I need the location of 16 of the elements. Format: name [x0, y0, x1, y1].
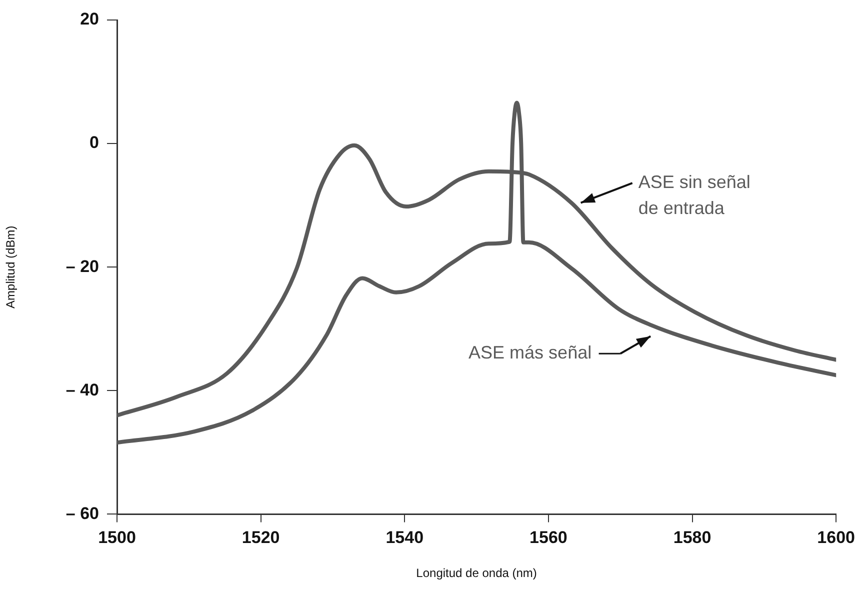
- y-axis-title: Amplitud (dBm): [4, 226, 18, 308]
- y-tick-label: 20: [80, 10, 99, 29]
- x-tick-label: 1600: [817, 528, 856, 548]
- x-tick-label: 1540: [386, 528, 424, 548]
- y-tick-label: – 20: [66, 256, 99, 276]
- x-axis-title: Longitud de onda (nm): [416, 566, 537, 580]
- line-series: [117, 100, 836, 445]
- y-tick-label: – 40: [66, 380, 99, 400]
- y-tick-label: 0: [90, 133, 99, 152]
- x-tick-label: 1500: [98, 528, 136, 548]
- x-tick-label: 1560: [530, 528, 568, 548]
- text: ASE más señal: [468, 342, 592, 363]
- x-tick-label: 1520: [242, 528, 280, 548]
- y-tick-label: – 60: [66, 504, 99, 523]
- text: ASE sin señal de entrada: [638, 172, 750, 218]
- x-tick-label: 1580: [673, 528, 712, 548]
